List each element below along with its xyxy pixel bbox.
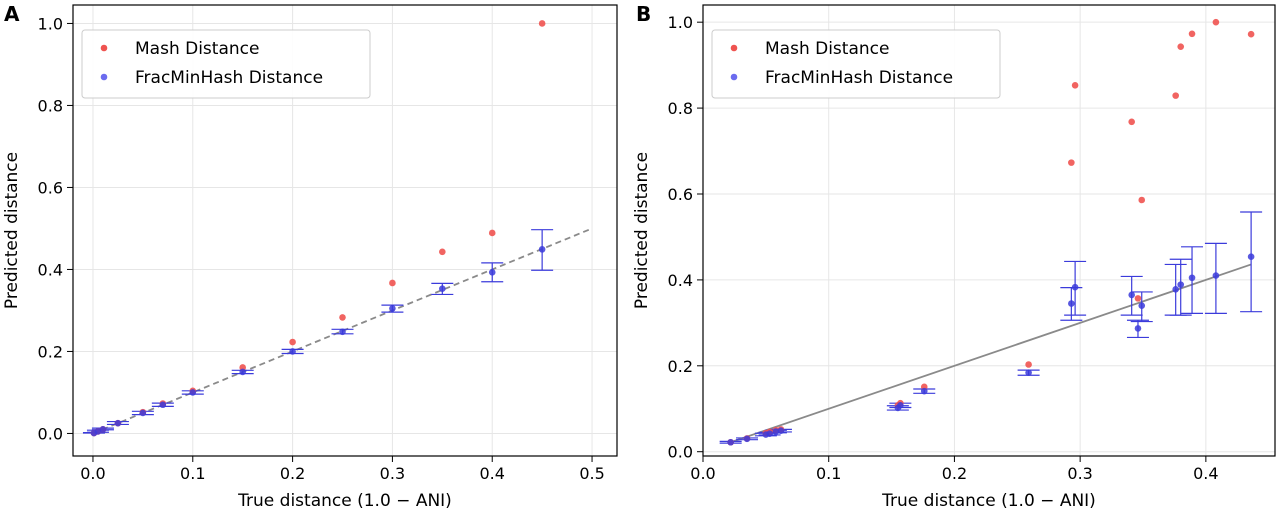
legend-label-fracminhash: FracMinHash Distance (765, 68, 953, 88)
mash-point (538, 20, 546, 27)
x-axis-label: True distance (1.0 − ANI) (237, 491, 452, 511)
legend: Mash Distance FracMinHash Distance (711, 29, 1001, 99)
legend-label-mash: Mash Distance (135, 39, 259, 59)
fracminhash-point (897, 402, 904, 409)
x-tick-label: 0.0 (690, 464, 715, 483)
legend-marker-mash (100, 44, 108, 52)
x-tick-label: 0.1 (816, 464, 841, 483)
mash-point (488, 229, 496, 237)
fracminhash-point (189, 389, 197, 396)
fracminhash-point (1212, 272, 1220, 279)
x-tick-label: 0.3 (1067, 464, 1092, 483)
mash-point (1247, 30, 1255, 38)
fracminhash-point (777, 427, 785, 434)
panel-b: B 0.0 0.1 0.2 0.3 0.4 0.0 0.2 0.4 0.6 0.8 1.0 True d… (632, 2, 1276, 511)
mash-point (1172, 92, 1179, 99)
y-tick-label: 0.8 (38, 96, 63, 115)
mash-point (1068, 159, 1075, 166)
fracminhash-point (1128, 291, 1135, 299)
legend-label-fracminhash: FracMinHash Distance (135, 68, 323, 88)
y-tick-label: 0.0 (668, 443, 693, 462)
mash-point (439, 248, 446, 256)
x-tick-label: 0.4 (1193, 464, 1218, 483)
fracminhash-point (1071, 283, 1079, 291)
fracminhash-point (159, 401, 167, 409)
x-tick-label: 0.5 (579, 464, 604, 483)
mash-point (1134, 295, 1142, 302)
mash-point (339, 314, 346, 321)
fracminhash-point (1188, 274, 1196, 282)
fracminhash-point (339, 328, 346, 336)
reference-line (730, 263, 1252, 444)
y-axis-label: Predicted distance (632, 152, 652, 309)
fracminhash-point (488, 269, 496, 276)
panel-a: A 0.0 0.1 0.2 0.3 0.4 0.5 0.0 0.2 0.4 0.6 0.8 1.0 Tru… (2, 2, 618, 511)
fracminhash-point (1134, 325, 1142, 332)
mash-point (1177, 43, 1185, 50)
legend-box (81, 29, 371, 99)
fracminhash-point (1138, 302, 1146, 309)
mash-point (1071, 82, 1079, 89)
y-tick-label: 0.8 (668, 99, 693, 118)
legend-marker-fracminhash (100, 73, 108, 81)
fracminhash-point (772, 428, 780, 435)
fracminhash-point (727, 438, 734, 446)
y-tick-label: 0.6 (38, 178, 63, 197)
fracminhash-point (766, 430, 773, 437)
x-tick-label: 0.1 (180, 464, 205, 483)
plot-frame (72, 4, 618, 457)
fracminhash-point (239, 368, 246, 376)
fracminhash-point (99, 426, 107, 433)
y-tick-label: 0.2 (38, 342, 63, 361)
fracminhash-point (920, 387, 928, 395)
fracminhash-point (1247, 253, 1255, 261)
mash-point (1138, 196, 1146, 204)
mash-point (239, 364, 246, 371)
mash-point (1212, 18, 1220, 26)
fracminhash-point (439, 285, 446, 293)
fracminhash-point (743, 435, 751, 443)
mash-point (1025, 361, 1032, 368)
y-tick-label: 0.4 (38, 260, 63, 279)
y-tick-label: 1.0 (38, 14, 63, 33)
legend: Mash Distance FracMinHash Distance (81, 29, 371, 99)
x-tick-label: 0.2 (280, 464, 305, 483)
fracminhash-point (289, 348, 296, 355)
fracminhash-point (389, 305, 396, 312)
y-tick-label: 0.2 (668, 357, 693, 376)
mash-point (1188, 30, 1196, 38)
y-tick-label: 0.6 (668, 185, 693, 204)
panel-letter: B (636, 2, 651, 26)
fracminhash-point (1025, 369, 1032, 376)
x-tick-label: 0.0 (80, 464, 105, 483)
legend-marker-mash (730, 44, 738, 52)
fracminhash-point (1172, 286, 1179, 293)
fracminhash-point (114, 419, 122, 427)
fracminhash-point (1068, 300, 1075, 307)
x-tick-label: 0.4 (480, 464, 505, 483)
mash-point (289, 338, 296, 346)
y-tick-label: 1.0 (668, 13, 693, 32)
mash-point (389, 279, 396, 287)
mash-point (1128, 118, 1135, 126)
y-tick-label: 0.4 (668, 271, 693, 290)
plot-frame (702, 4, 1276, 457)
fracminhash-point (139, 409, 147, 417)
fracminhash-point (538, 246, 546, 253)
legend-box (711, 29, 1001, 99)
legend-label-mash: Mash Distance (765, 39, 889, 59)
y-axis-label: Predicted distance (2, 152, 22, 309)
fracminhash-point (94, 428, 102, 435)
x-tick-label: 0.2 (942, 464, 967, 483)
legend-marker-fracminhash (730, 73, 738, 81)
x-tick-label: 0.3 (380, 464, 405, 483)
x-axis-label: True distance (1.0 − ANI) (881, 491, 1096, 511)
panel-letter: A (4, 2, 20, 26)
y-tick-label: 0.0 (38, 424, 63, 443)
fracminhash-point (1177, 281, 1185, 288)
